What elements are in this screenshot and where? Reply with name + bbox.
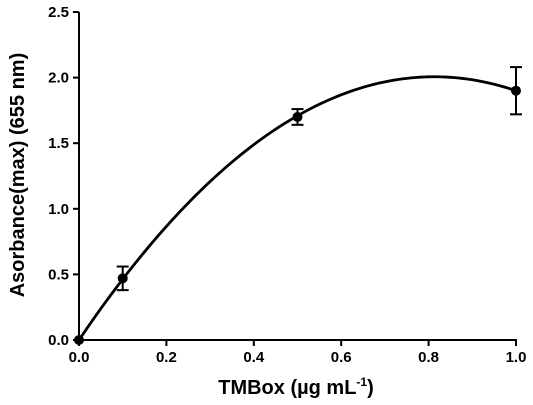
axes [78,12,517,341]
y-tick-label: 0.5 [48,266,69,283]
x-axis-label: TMBox (µg mL-1) [218,375,374,399]
x-ticks: 0.0 0.2 0.4 0.6 0.8 1.0 [69,340,527,366]
x-tick-label: 0.8 [418,349,439,366]
x-tick-label: 0.2 [156,349,177,366]
y-ticks: 0.0 0.5 1.0 1.5 2.0 2.5 [48,4,79,349]
y-axis-label: Asorbance(max) (655 nm) [7,53,29,298]
y-tick-label: 0.0 [48,332,69,349]
x-tick-label: 0.4 [243,349,265,366]
x-axis-label-close: ) [367,377,374,399]
x-tick-label: 0.6 [331,349,352,366]
data-point [292,111,303,122]
y-tick-label: 2.5 [48,4,69,21]
y-tick-label: 1.0 [48,201,69,218]
x-axis-label-main: TMBox (µg mL [218,377,356,399]
x-tick-label: 1.0 [506,349,527,366]
y-tick-label: 2.0 [48,70,69,87]
x-tick-label: 0.0 [69,349,90,366]
data-point [511,85,521,96]
data-points [74,66,522,345]
data-point [117,273,128,284]
data-point [74,335,84,345]
y-tick-label: 1.5 [48,135,69,152]
x-axis-label-sup: -1 [356,375,367,389]
